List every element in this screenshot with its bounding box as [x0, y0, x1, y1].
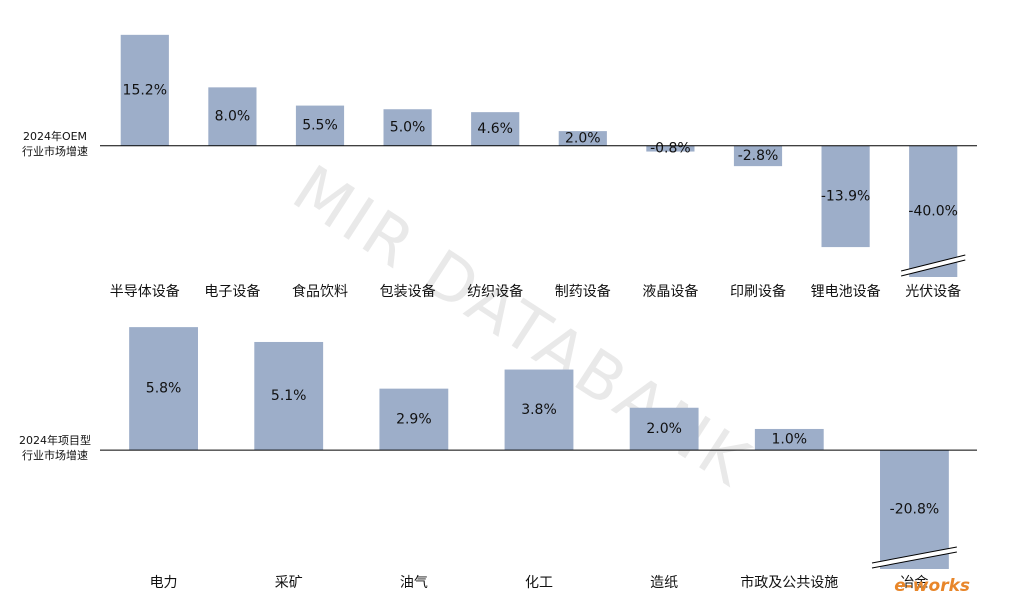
axis-break: [901, 255, 966, 276]
value-label: 5.5%: [302, 118, 338, 134]
bar: [629, 407, 699, 451]
x-tick-label: 光伏设备: [905, 283, 961, 300]
x-tick-label: 印刷设备: [730, 283, 786, 300]
bar: [208, 87, 257, 146]
value-label: 1.0%: [771, 432, 807, 448]
axis-break: [872, 547, 957, 568]
x-tick-label: 液晶设备: [642, 283, 698, 300]
x-tick-label: 造纸: [650, 575, 678, 591]
value-label: 5.1%: [271, 388, 307, 404]
x-tick-label: 锂电池设备: [811, 283, 881, 300]
value-label: 4.6%: [477, 121, 513, 137]
bar: [733, 145, 783, 167]
bar: [821, 145, 870, 248]
axis-break-line: [871, 551, 957, 569]
axis-break-line: [900, 259, 966, 277]
value-label: 2.0%: [565, 130, 601, 146]
bar: [504, 369, 574, 451]
bar: [295, 105, 345, 146]
y-axis-label: 2024年项目型: [19, 433, 91, 447]
x-tick-label: 油气: [400, 575, 428, 591]
value-label: -20.8%: [890, 502, 940, 518]
x-tick-label: 电力: [150, 575, 178, 591]
bar: [754, 428, 824, 451]
logo: e-works: [894, 576, 970, 596]
x-tick-label: 采矿: [275, 575, 303, 591]
value-label: 15.2%: [123, 82, 167, 98]
x-tick-label: 冶金: [900, 575, 928, 591]
bar: [254, 341, 324, 451]
panels: 2024年OEM行业市场增速15.2%半导体设备8.0%电子设备5.5%食品饮料…: [19, 34, 977, 591]
y-axis-label: 2024年OEM: [23, 129, 87, 143]
bar: [120, 34, 169, 146]
x-tick-label: 市政及公共设施: [740, 574, 838, 591]
bar: [909, 145, 958, 277]
x-tick-label: 半导体设备: [110, 283, 180, 300]
bar: [880, 450, 949, 569]
x-tick-label: 包装设备: [380, 283, 436, 300]
bar: [558, 131, 607, 146]
value-label: 2.0%: [646, 421, 682, 437]
x-tick-label: 化工: [525, 575, 553, 591]
bar: [383, 109, 432, 146]
y-axis-label: 行业市场增速: [22, 144, 88, 158]
value-label: -0.8%: [650, 141, 691, 157]
bar: [471, 112, 520, 146]
value-label: -13.9%: [821, 188, 871, 204]
value-label: -2.8%: [738, 148, 779, 164]
x-tick-label: 纺织设备: [467, 283, 523, 300]
x-tick-label: 制药设备: [555, 283, 611, 300]
axis-break-line: [900, 254, 966, 272]
value-label: 2.9%: [396, 411, 432, 427]
value-label: 5.0%: [390, 119, 426, 135]
value-label: 5.8%: [146, 381, 182, 397]
x-tick-label: 食品饮料: [292, 283, 348, 300]
bar: [646, 145, 695, 152]
value-label: 3.8%: [521, 402, 557, 418]
bar: [129, 327, 198, 451]
x-tick-label: 电子设备: [204, 283, 260, 300]
axis-break-line: [871, 546, 957, 564]
value-label: -40.0%: [908, 203, 958, 219]
bar: [379, 388, 449, 451]
value-label: 8.0%: [215, 109, 251, 125]
y-axis-label: 行业市场增速: [22, 448, 88, 462]
